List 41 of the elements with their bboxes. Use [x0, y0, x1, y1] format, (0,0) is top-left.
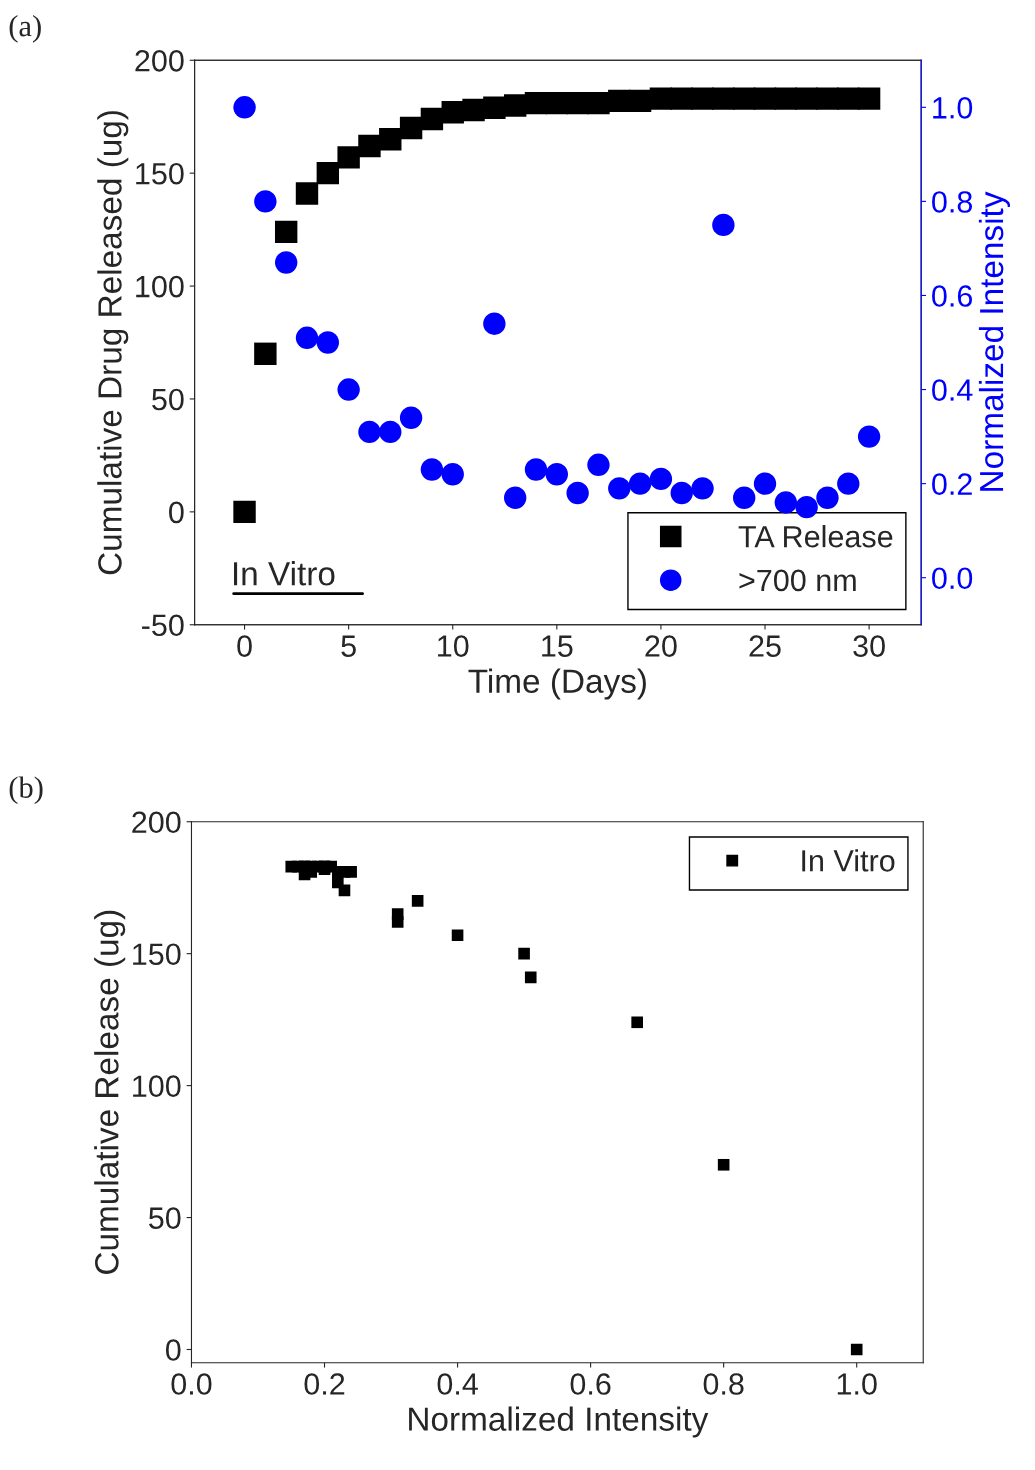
x-tick-label: 30	[853, 635, 885, 657]
x-tick-label: 0.2	[304, 1373, 345, 1395]
legend-label: >700 nm	[739, 569, 856, 592]
y-tick-label: 50	[152, 388, 184, 411]
x-axis-title: Normalized Intensity	[409, 1406, 709, 1438]
x-tick-label: 25	[749, 635, 781, 657]
x-tick-label: 15	[542, 635, 573, 657]
y2-axis-title: Normalized Intensity	[978, 191, 1010, 491]
x-tick-label: 0.8	[703, 1373, 744, 1395]
y-tick-label: 100	[136, 275, 184, 298]
y-tick-label: 200	[132, 811, 181, 834]
x-tick-label: 10	[438, 635, 469, 657]
y2-tick-label: 0.6	[932, 285, 973, 307]
y-axis-title: Cumulative Drug Released (ug)	[97, 111, 129, 575]
x-tick-label: 0.0	[171, 1373, 212, 1395]
y-axis-title: Cumulative Release (ug)	[94, 910, 126, 1274]
annotation: In Vitro	[233, 561, 335, 586]
text: (b)	[9, 776, 43, 805]
y-tick-label: 0	[169, 501, 184, 524]
x-tick-label: 0	[237, 635, 252, 657]
x-tick-label: 1.0	[837, 1373, 877, 1395]
legend-label: TA Release	[738, 525, 893, 548]
x-tick-label: 0.4	[437, 1373, 478, 1395]
x-axis-title: Time (Days)	[468, 668, 646, 700]
y-tick-label: 100	[133, 1075, 181, 1097]
y2-tick-label: 0.8	[932, 191, 973, 213]
text: (a)	[9, 14, 41, 43]
y-tick-label: 0	[165, 1339, 181, 1361]
y2-tick-label: 0.0	[932, 567, 973, 590]
y2-tick-label: 0.4	[932, 379, 973, 401]
y-tick-label: -50	[142, 614, 184, 637]
y-tick-label: 200	[135, 50, 184, 72]
y-tick-label: 150	[133, 943, 181, 966]
y2-tick-label: 0.2	[932, 473, 972, 495]
x-tick-label: 5	[341, 635, 356, 657]
x-tick-label: 20	[645, 635, 677, 657]
legend-label: In Vitro	[802, 849, 895, 872]
y2-tick-label: 1.0	[933, 97, 973, 119]
x-tick-label: 0.6	[570, 1373, 611, 1395]
y-tick-label: 50	[148, 1207, 181, 1229]
y-tick-label: 150	[136, 162, 184, 185]
